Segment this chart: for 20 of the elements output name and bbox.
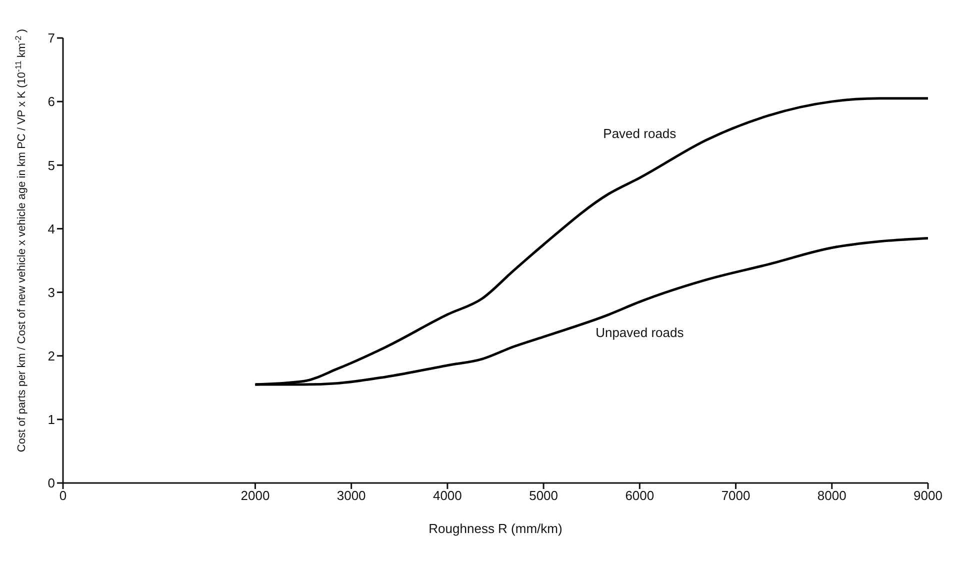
x-tick-label: 2000 [240, 488, 270, 504]
y-tick-label: 4 [48, 221, 55, 236]
y-tick-label: 0 [48, 476, 55, 491]
series-label: Unpaved roads [596, 324, 684, 340]
x-tick-label: 5000 [529, 488, 558, 504]
y-tick-label: 6 [48, 94, 55, 110]
series-label: Paved roads [603, 126, 677, 141]
x-tick-label: 9000 [914, 488, 942, 504]
x-axis-title: Roughness R (mm/km) [428, 521, 562, 536]
x-tick-label: 6000 [625, 488, 654, 504]
x-tick-label: 4000 [432, 488, 462, 504]
y-tick-label: 5 [48, 158, 55, 173]
y-tick-label: 2 [48, 348, 55, 364]
y-tick-label: 1 [48, 412, 55, 428]
y-tick-label: 7 [48, 30, 55, 46]
x-tick-label: 8000 [817, 488, 846, 504]
x-tick-label: 7000 [721, 488, 750, 504]
y-tick-label: 3 [48, 284, 55, 300]
x-tick-label: 0 [59, 488, 67, 504]
x-tick-label: 3000 [336, 488, 366, 504]
